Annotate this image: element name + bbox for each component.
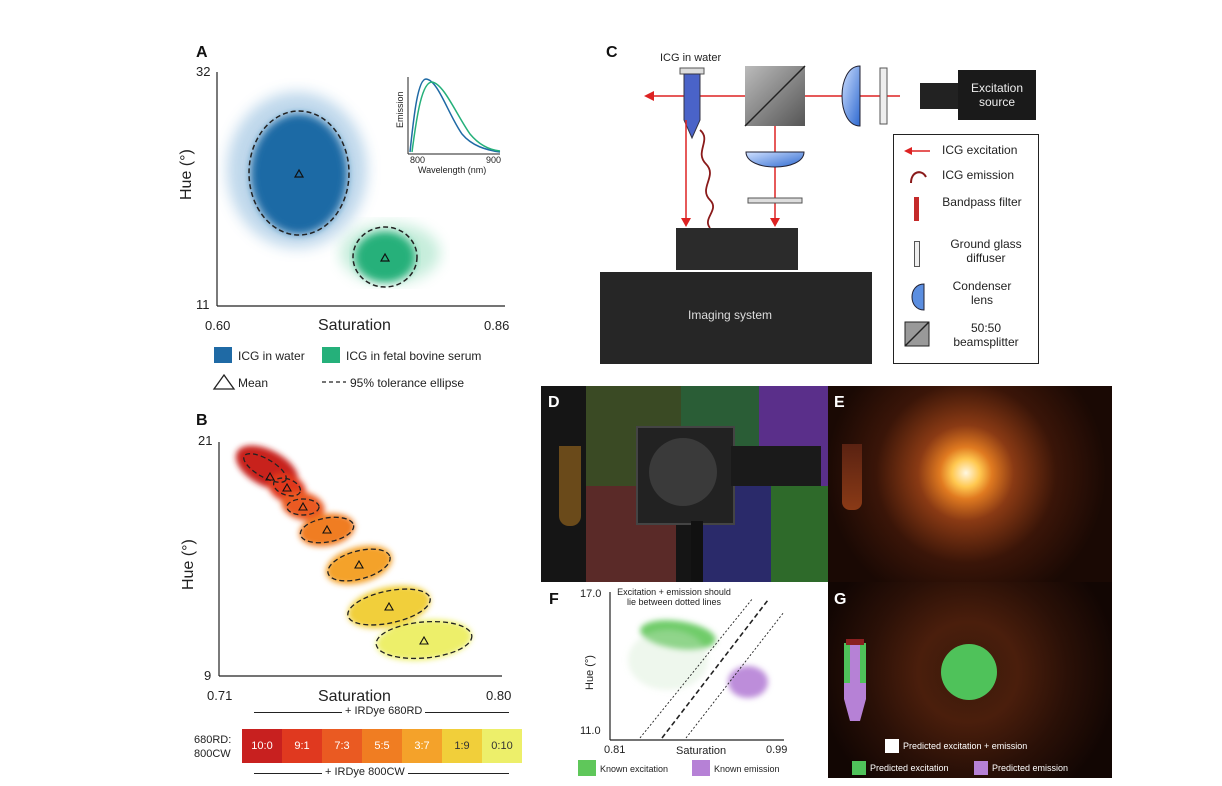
panel-a-xmax: 0.86 [484, 318, 510, 333]
legend-mean-icon [212, 373, 236, 390]
legend-water-label: ICG in water [238, 349, 305, 363]
ratio-label-1: 680RD: [194, 734, 232, 746]
legend-emission-wave-icon [910, 171, 927, 184]
panel-d-photo [541, 386, 828, 582]
arrow-800-label: + IRDye 800CW [322, 766, 408, 778]
panel-a-ylabel: Hue (°) [178, 149, 195, 200]
legend-c-diffuser: Ground glass diffuser [950, 237, 1022, 265]
panel-f-xmin: 0.81 [604, 744, 626, 756]
panel-f-ylabel: Hue (°) [584, 655, 596, 690]
panel-a-ymax: 32 [196, 64, 211, 79]
legend-f-excitation-swatch [578, 760, 596, 776]
panel-a-inset [400, 74, 510, 164]
panel-a-water-mean [293, 168, 305, 178]
excitation-source: Excitation source [958, 70, 1036, 120]
bg-green3-block [771, 486, 828, 582]
ratio-cell: 10:0 [242, 729, 282, 763]
panel-b-ylabel: Hue (°) [180, 539, 197, 590]
ratio-bar: 10:0 9:1 7:3 5:5 3:7 1:9 0:10 [242, 729, 522, 763]
source-neck [920, 83, 960, 109]
ratio-cell: 1:9 [442, 729, 482, 763]
legend-g-both-swatch [885, 739, 899, 753]
panel-f-label: F [549, 591, 559, 608]
predicted-excitation-spot [941, 644, 997, 700]
panel-b-ymax: 21 [198, 433, 213, 448]
legend-bandpass-icon [914, 197, 919, 221]
post [691, 521, 703, 582]
legend-ellipse-icon [322, 381, 346, 383]
legend-g-emission-swatch [974, 761, 988, 775]
panel-c-label: C [606, 44, 618, 61]
legend-serum-swatch [322, 347, 340, 363]
panel-a-xlabel: Saturation [318, 317, 391, 334]
legend-g-both: Predicted excitation + emission [903, 741, 1028, 751]
panel-a-inset-xlabel: Wavelength (nm) [418, 165, 487, 175]
panel-b-ymin: 9 [204, 668, 212, 683]
ratio-cell: 3:7 [402, 729, 442, 763]
ratio-label-2: 800CW [194, 748, 231, 760]
legend-f-excitation: Known excitation [600, 764, 669, 774]
imaging-system-label: Imaging system [688, 308, 773, 322]
ratio-cell: 9:1 [282, 729, 322, 763]
panel-b-xmin: 0.71 [207, 688, 233, 703]
ratio-cell: 7:3 [322, 729, 362, 763]
ratio-cell: 0:10 [482, 729, 522, 763]
panel-c-diagram [600, 65, 900, 364]
panel-b-plot [218, 442, 502, 677]
panel-f-xlabel: Saturation [676, 745, 727, 757]
ratio-cell: 5:5 [362, 729, 402, 763]
excitation-tube [731, 446, 821, 486]
legend-g-emission: Predicted emission [992, 763, 1069, 773]
panel-c-legend: ICG excitation ICG emission Bandpass fil… [893, 134, 1039, 364]
legend-condenser-icon [911, 283, 925, 311]
legend-diffuser-icon [914, 241, 920, 267]
panel-b-label: B [196, 412, 208, 429]
panel-d-label: D [548, 394, 560, 411]
legend-g-excitation: Predicted excitation [870, 763, 949, 773]
panel-a-plot [216, 72, 505, 307]
legend-mean-label: Mean [238, 376, 269, 390]
panel-a-label: A [196, 44, 208, 61]
panel-a-inset-ylabel: Emission [395, 91, 405, 128]
arrow-680-label: + IRDye 680RD [342, 705, 426, 717]
vial [559, 446, 581, 526]
panel-g-photo [828, 582, 1112, 778]
panel-f-ymin: 11.0 [580, 725, 601, 737]
legend-c-beamsplitter: 50:50 beamsplitter [953, 321, 1019, 349]
legend-c-condenser: Condenser lens [952, 279, 1012, 307]
legend-c-bandpass: Bandpass filter [942, 195, 1022, 209]
legend-ellipse-label: 95% tolerance ellipse [350, 376, 465, 390]
legend-g-excitation-swatch [852, 761, 866, 775]
panel-b-xlabel: Saturation [318, 688, 391, 705]
panel-a-ymin: 11 [196, 297, 210, 312]
panel-e-photo [828, 386, 1112, 582]
panel-g-label: G [834, 591, 847, 608]
legend-excitation-arrow-icon [904, 147, 930, 155]
vial-glow [842, 444, 862, 510]
panel-e-label: E [834, 394, 845, 411]
panel-a-water-cloud [227, 92, 367, 248]
panel-a-serum-mean [379, 252, 391, 262]
panel-a-inset-xmin: 800 [410, 155, 426, 165]
predicted-vial [844, 639, 866, 721]
legend-f-emission: Known emission [714, 764, 780, 774]
panel-a-serum-cloud [340, 223, 440, 283]
panel-a-water-ellipse [248, 110, 350, 236]
panel-a-serum-ellipse [352, 226, 418, 288]
panel-f-ymax: 17.0 [580, 588, 602, 600]
legend-c-emission: ICG emission [942, 168, 1015, 182]
panel-b-xmax: 0.80 [486, 688, 512, 703]
panel-f-plot [609, 592, 785, 741]
legend-f-emission-swatch [692, 760, 710, 776]
legend-water-swatch [214, 347, 232, 363]
legend-beamsplitter-icon [904, 321, 930, 347]
panel-f-xmax: 0.99 [766, 744, 788, 756]
beamsplitter-aperture [649, 438, 717, 506]
icg-water-label: ICG in water [660, 52, 722, 64]
panel-a-inset-xmax: 900 [486, 155, 502, 165]
panel-a-xmin: 0.60 [205, 318, 231, 333]
panel-f-annotation: Excitation + emission should lie between… [617, 587, 731, 607]
legend-c-excitation: ICG excitation [942, 143, 1018, 157]
legend-serum-label: ICG in fetal bovine serum [346, 349, 482, 363]
